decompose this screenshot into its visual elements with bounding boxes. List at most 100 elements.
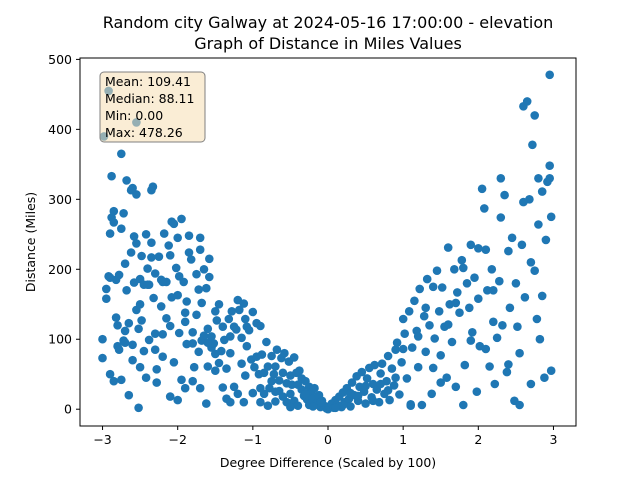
data-point bbox=[117, 149, 126, 159]
data-point bbox=[308, 402, 318, 411]
data-point bbox=[188, 376, 197, 386]
data-point bbox=[222, 364, 231, 373]
data-point bbox=[537, 291, 547, 301]
data-point bbox=[353, 391, 363, 401]
data-point bbox=[357, 367, 367, 377]
data-point bbox=[368, 396, 378, 406]
data-point bbox=[114, 345, 124, 355]
data-point bbox=[186, 255, 196, 264]
data-point bbox=[462, 279, 472, 288]
data-point bbox=[436, 351, 446, 360]
data-point bbox=[532, 314, 542, 324]
data-point bbox=[237, 359, 246, 369]
data-point bbox=[520, 293, 530, 302]
data-point bbox=[129, 232, 139, 241]
chart-title-line1: Random city Galway at 2024-05-16 17:00:0… bbox=[103, 13, 554, 32]
data-point bbox=[407, 343, 417, 352]
data-point bbox=[248, 307, 258, 317]
data-point bbox=[109, 218, 119, 227]
data-point bbox=[227, 307, 237, 316]
data-point bbox=[149, 293, 158, 303]
data-point bbox=[119, 209, 128, 218]
data-point bbox=[256, 397, 265, 407]
data-point bbox=[472, 387, 482, 397]
data-point bbox=[98, 334, 107, 344]
data-point bbox=[126, 248, 136, 257]
data-point bbox=[402, 374, 412, 383]
data-point bbox=[148, 182, 158, 191]
data-point bbox=[406, 400, 416, 409]
data-point bbox=[192, 269, 201, 279]
data-point bbox=[272, 345, 282, 355]
data-point bbox=[504, 360, 513, 369]
data-point bbox=[188, 328, 197, 337]
data-point bbox=[173, 395, 182, 405]
data-point bbox=[197, 298, 206, 308]
x-tick-label: 2 bbox=[474, 432, 482, 447]
data-point bbox=[184, 248, 194, 257]
data-point bbox=[347, 378, 357, 387]
chart-title-line2: Graph of Distance in Miles Values bbox=[194, 34, 462, 53]
data-point bbox=[397, 358, 406, 367]
data-point bbox=[453, 288, 462, 297]
data-point bbox=[286, 389, 295, 399]
y-axis-label: Distance (Miles) bbox=[23, 192, 38, 292]
stats-median: Median: 88.11 bbox=[105, 91, 194, 106]
data-point bbox=[203, 324, 213, 334]
data-point bbox=[162, 314, 171, 323]
x-tick-label: −1 bbox=[244, 432, 262, 447]
data-point bbox=[180, 317, 190, 327]
data-point bbox=[262, 337, 271, 347]
data-point bbox=[242, 341, 252, 351]
data-point bbox=[117, 224, 126, 233]
data-point bbox=[534, 220, 543, 229]
data-point bbox=[427, 389, 437, 399]
data-point bbox=[422, 274, 432, 284]
data-point bbox=[481, 245, 491, 254]
data-point bbox=[105, 369, 115, 379]
data-point bbox=[224, 314, 234, 324]
x-tick-label: −3 bbox=[93, 432, 111, 447]
data-point bbox=[489, 286, 498, 295]
data-point bbox=[377, 359, 387, 369]
data-point bbox=[217, 346, 226, 356]
data-point bbox=[487, 265, 497, 274]
data-point bbox=[105, 229, 115, 238]
data-point bbox=[189, 362, 199, 372]
data-point bbox=[120, 259, 130, 269]
data-point bbox=[546, 212, 556, 222]
data-point bbox=[195, 245, 205, 254]
data-point bbox=[346, 402, 355, 411]
data-point bbox=[263, 401, 273, 411]
data-point bbox=[226, 397, 235, 407]
data-point bbox=[150, 345, 160, 355]
data-point bbox=[154, 252, 164, 261]
data-point bbox=[436, 378, 446, 387]
y-tick-label: 0 bbox=[64, 402, 72, 417]
data-point bbox=[443, 320, 453, 329]
data-point bbox=[419, 311, 429, 321]
stats-box: Mean: 109.41 Median: 88.11 Min: 0.00 Max… bbox=[99, 71, 206, 143]
data-point bbox=[507, 233, 517, 243]
data-point bbox=[207, 332, 216, 341]
data-point bbox=[286, 402, 295, 412]
y-tick-label: 500 bbox=[48, 52, 72, 67]
x-tick-label: −2 bbox=[168, 432, 186, 447]
data-point bbox=[202, 399, 211, 408]
data-point bbox=[537, 187, 547, 196]
data-point bbox=[158, 277, 167, 287]
data-point bbox=[500, 190, 509, 200]
data-point bbox=[165, 321, 175, 331]
data-point bbox=[171, 263, 181, 273]
data-point bbox=[237, 333, 246, 343]
data-points bbox=[98, 70, 556, 414]
x-axis-ticks: −3 −2 −1 0 1 2 3 bbox=[93, 426, 557, 447]
data-point bbox=[102, 294, 111, 304]
data-point bbox=[541, 235, 551, 245]
data-point bbox=[331, 403, 340, 413]
data-point bbox=[199, 265, 209, 274]
data-point bbox=[459, 400, 468, 410]
data-point bbox=[293, 401, 303, 411]
data-point bbox=[413, 362, 423, 372]
data-point bbox=[271, 362, 280, 371]
